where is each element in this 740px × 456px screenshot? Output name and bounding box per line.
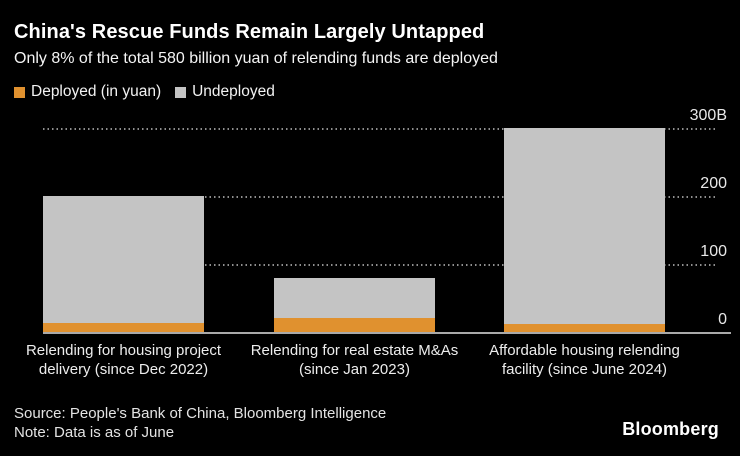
legend-label-undeployed: Undeployed	[192, 83, 275, 100]
bar-1-segment-deployed	[43, 323, 204, 332]
bloomberg-logo: Bloomberg	[622, 419, 719, 439]
legend: Deployed (in yuan) Undeployed	[14, 83, 275, 101]
legend-swatch-undeployed-icon	[175, 86, 187, 98]
bar-2-segment-undeployed	[274, 277, 435, 318]
footer-note: Note: Data is as of June	[14, 424, 175, 441]
y-axis-tick-label-200: 200	[700, 175, 727, 192]
category-label-2: Relending for real estate M&As (since Ja…	[250, 342, 459, 378]
bar-2-segment-deployed	[274, 317, 435, 332]
legend-swatch-deployed-icon	[14, 86, 25, 98]
legend-item-deployed: Deployed (in yuan)	[14, 83, 161, 101]
chart-subtitle: Only 8% of the total 580 billion yuan of…	[14, 50, 498, 67]
footer-source: Source: People's Bank of China, Bloomber…	[14, 405, 387, 422]
y-axis-tick-label-0: 0	[718, 311, 727, 328]
gridline-100	[43, 264, 716, 266]
y-axis-tick-label-300: 300B	[689, 107, 727, 124]
y-axis-tick-label-100: 100	[700, 243, 727, 260]
legend-item-undeployed: Undeployed	[175, 83, 275, 101]
gridline-300	[43, 128, 716, 130]
gridline-200	[43, 196, 716, 198]
chart-title: China's Rescue Funds Remain Largely Unta…	[14, 21, 485, 43]
legend-label-deployed: Deployed (in yuan)	[31, 83, 162, 100]
bar-1-segment-undeployed	[43, 196, 204, 324]
bar-3-segment-deployed	[504, 323, 665, 332]
category-label-1: Relending for housing project delivery (…	[25, 342, 222, 378]
category-label-3: Affordable housing relending facility (s…	[489, 342, 680, 378]
bar-3-segment-undeployed	[504, 128, 665, 324]
x-axis-baseline	[43, 332, 731, 334]
